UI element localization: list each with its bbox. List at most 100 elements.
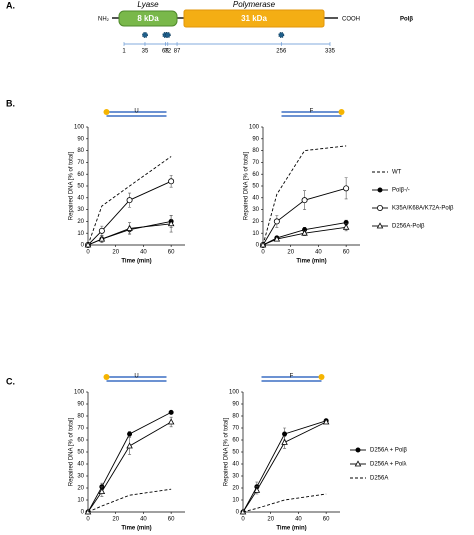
y-tick-label: 0 xyxy=(236,510,240,516)
x-tick-label: 40 xyxy=(315,250,322,256)
data-point xyxy=(84,241,92,248)
legend-marker xyxy=(377,187,383,193)
x-tick-label: 20 xyxy=(112,517,119,523)
data-point xyxy=(259,241,267,248)
series-line xyxy=(87,488,172,513)
residue-label: 1 xyxy=(122,49,126,55)
x-tick-label: 60 xyxy=(343,250,350,256)
data-point xyxy=(98,227,105,234)
domain-size: 31 kDa xyxy=(241,14,267,23)
x-tick-label: 0 xyxy=(86,250,90,256)
y-axis-label: Repaired DNA [% of total] xyxy=(224,417,230,486)
y-tick-label: 70 xyxy=(232,426,239,432)
panel-label: C. xyxy=(6,376,15,386)
domain-size: 8 kDa xyxy=(137,14,159,23)
data-point xyxy=(126,197,133,204)
y-tick-label: 0 xyxy=(81,510,85,516)
data-point xyxy=(168,178,175,185)
x-tick-label: 0 xyxy=(86,517,90,523)
x-tick-label: 40 xyxy=(295,517,302,523)
y-tick-label: 10 xyxy=(232,498,239,504)
y-tick-label: 70 xyxy=(77,426,84,432)
data-point xyxy=(126,224,133,231)
residue-label: 256 xyxy=(276,49,287,55)
residue-label: 87 xyxy=(174,49,181,55)
x-axis-label: Time (min) xyxy=(121,259,151,265)
y-tick-label: 20 xyxy=(252,219,259,225)
x-tick-label: 40 xyxy=(140,517,147,523)
data-point xyxy=(343,185,350,192)
y-axis-label: Repaired DNA [% of total] xyxy=(244,151,250,220)
x-tick-label: 20 xyxy=(287,250,294,256)
x-tick-label: 60 xyxy=(168,250,175,256)
polymerase-domain xyxy=(183,9,325,28)
y-tick-label: 50 xyxy=(77,450,84,456)
y-tick-label: 50 xyxy=(232,450,239,456)
residue-label: 335 xyxy=(325,49,336,55)
y-tick-label: 30 xyxy=(252,207,259,213)
label-dot xyxy=(338,109,345,115)
label-dot xyxy=(103,109,110,115)
series-line xyxy=(242,493,327,513)
mutation-site xyxy=(278,32,285,38)
label-dot xyxy=(318,374,325,380)
legend-label: K35A/K68A/K72A-Polβ xyxy=(392,206,454,212)
y-tick-label: 10 xyxy=(252,231,259,237)
x-axis-label: Time (min) xyxy=(296,259,326,265)
legend-label: D256A + Polλ xyxy=(370,462,407,468)
y-tick-label: 40 xyxy=(252,195,259,201)
substrate-label: U xyxy=(134,374,138,380)
y-tick-label: 20 xyxy=(232,486,239,492)
y-tick-label: 90 xyxy=(77,402,84,408)
y-tick-label: 70 xyxy=(252,160,259,166)
data-point xyxy=(167,418,175,425)
x-axis-label: Time (min) xyxy=(276,526,306,532)
y-tick-label: 50 xyxy=(77,184,84,190)
y-tick-label: 40 xyxy=(77,462,84,468)
series-line xyxy=(262,187,347,246)
legend-marker xyxy=(355,447,361,453)
y-tick-label: 50 xyxy=(252,184,259,190)
x-tick-label: 60 xyxy=(168,517,175,523)
legend-label: Polβ-/- xyxy=(392,188,410,194)
y-tick-label: 20 xyxy=(77,486,84,492)
residue-label: 72 xyxy=(164,49,171,55)
legend-marker xyxy=(354,460,362,467)
data-point xyxy=(167,220,175,227)
x-axis-label: Time (min) xyxy=(121,526,151,532)
panel-label: A. xyxy=(6,0,15,10)
y-tick-label: 30 xyxy=(77,474,84,480)
data-point xyxy=(98,487,106,494)
y-tick-label: 90 xyxy=(232,402,239,408)
x-tick-label: 20 xyxy=(267,517,274,523)
y-tick-label: 30 xyxy=(77,207,84,213)
substrate-label: U xyxy=(134,109,138,115)
series-line xyxy=(87,156,172,246)
data-point xyxy=(273,218,280,225)
substrate-label: F xyxy=(310,109,314,115)
y-tick-label: 100 xyxy=(74,125,85,131)
y-tick-label: 100 xyxy=(229,390,240,396)
legend-label: D256A xyxy=(370,476,388,482)
data-point xyxy=(342,223,350,230)
substrate-label: F xyxy=(290,374,294,380)
protein-name: Polβ xyxy=(400,17,413,23)
data-point xyxy=(273,235,281,242)
data-point xyxy=(98,235,106,242)
y-tick-label: 60 xyxy=(77,172,84,178)
series-line xyxy=(87,421,172,513)
data-point xyxy=(168,409,174,415)
y-tick-label: 80 xyxy=(77,148,84,154)
y-axis-label: Repaired DNA [% of total] xyxy=(69,417,75,486)
legend-label: WT xyxy=(392,170,402,176)
series-line xyxy=(262,226,347,246)
data-point xyxy=(301,229,308,236)
x-tick-label: 0 xyxy=(261,250,265,256)
residue-label: 35 xyxy=(142,49,149,55)
legend-marker xyxy=(376,204,383,211)
y-axis-label: Repaired DNA [% of total] xyxy=(69,151,75,220)
y-tick-label: 70 xyxy=(77,160,84,166)
y-tick-label: 0 xyxy=(81,243,85,249)
data-point xyxy=(253,486,261,493)
